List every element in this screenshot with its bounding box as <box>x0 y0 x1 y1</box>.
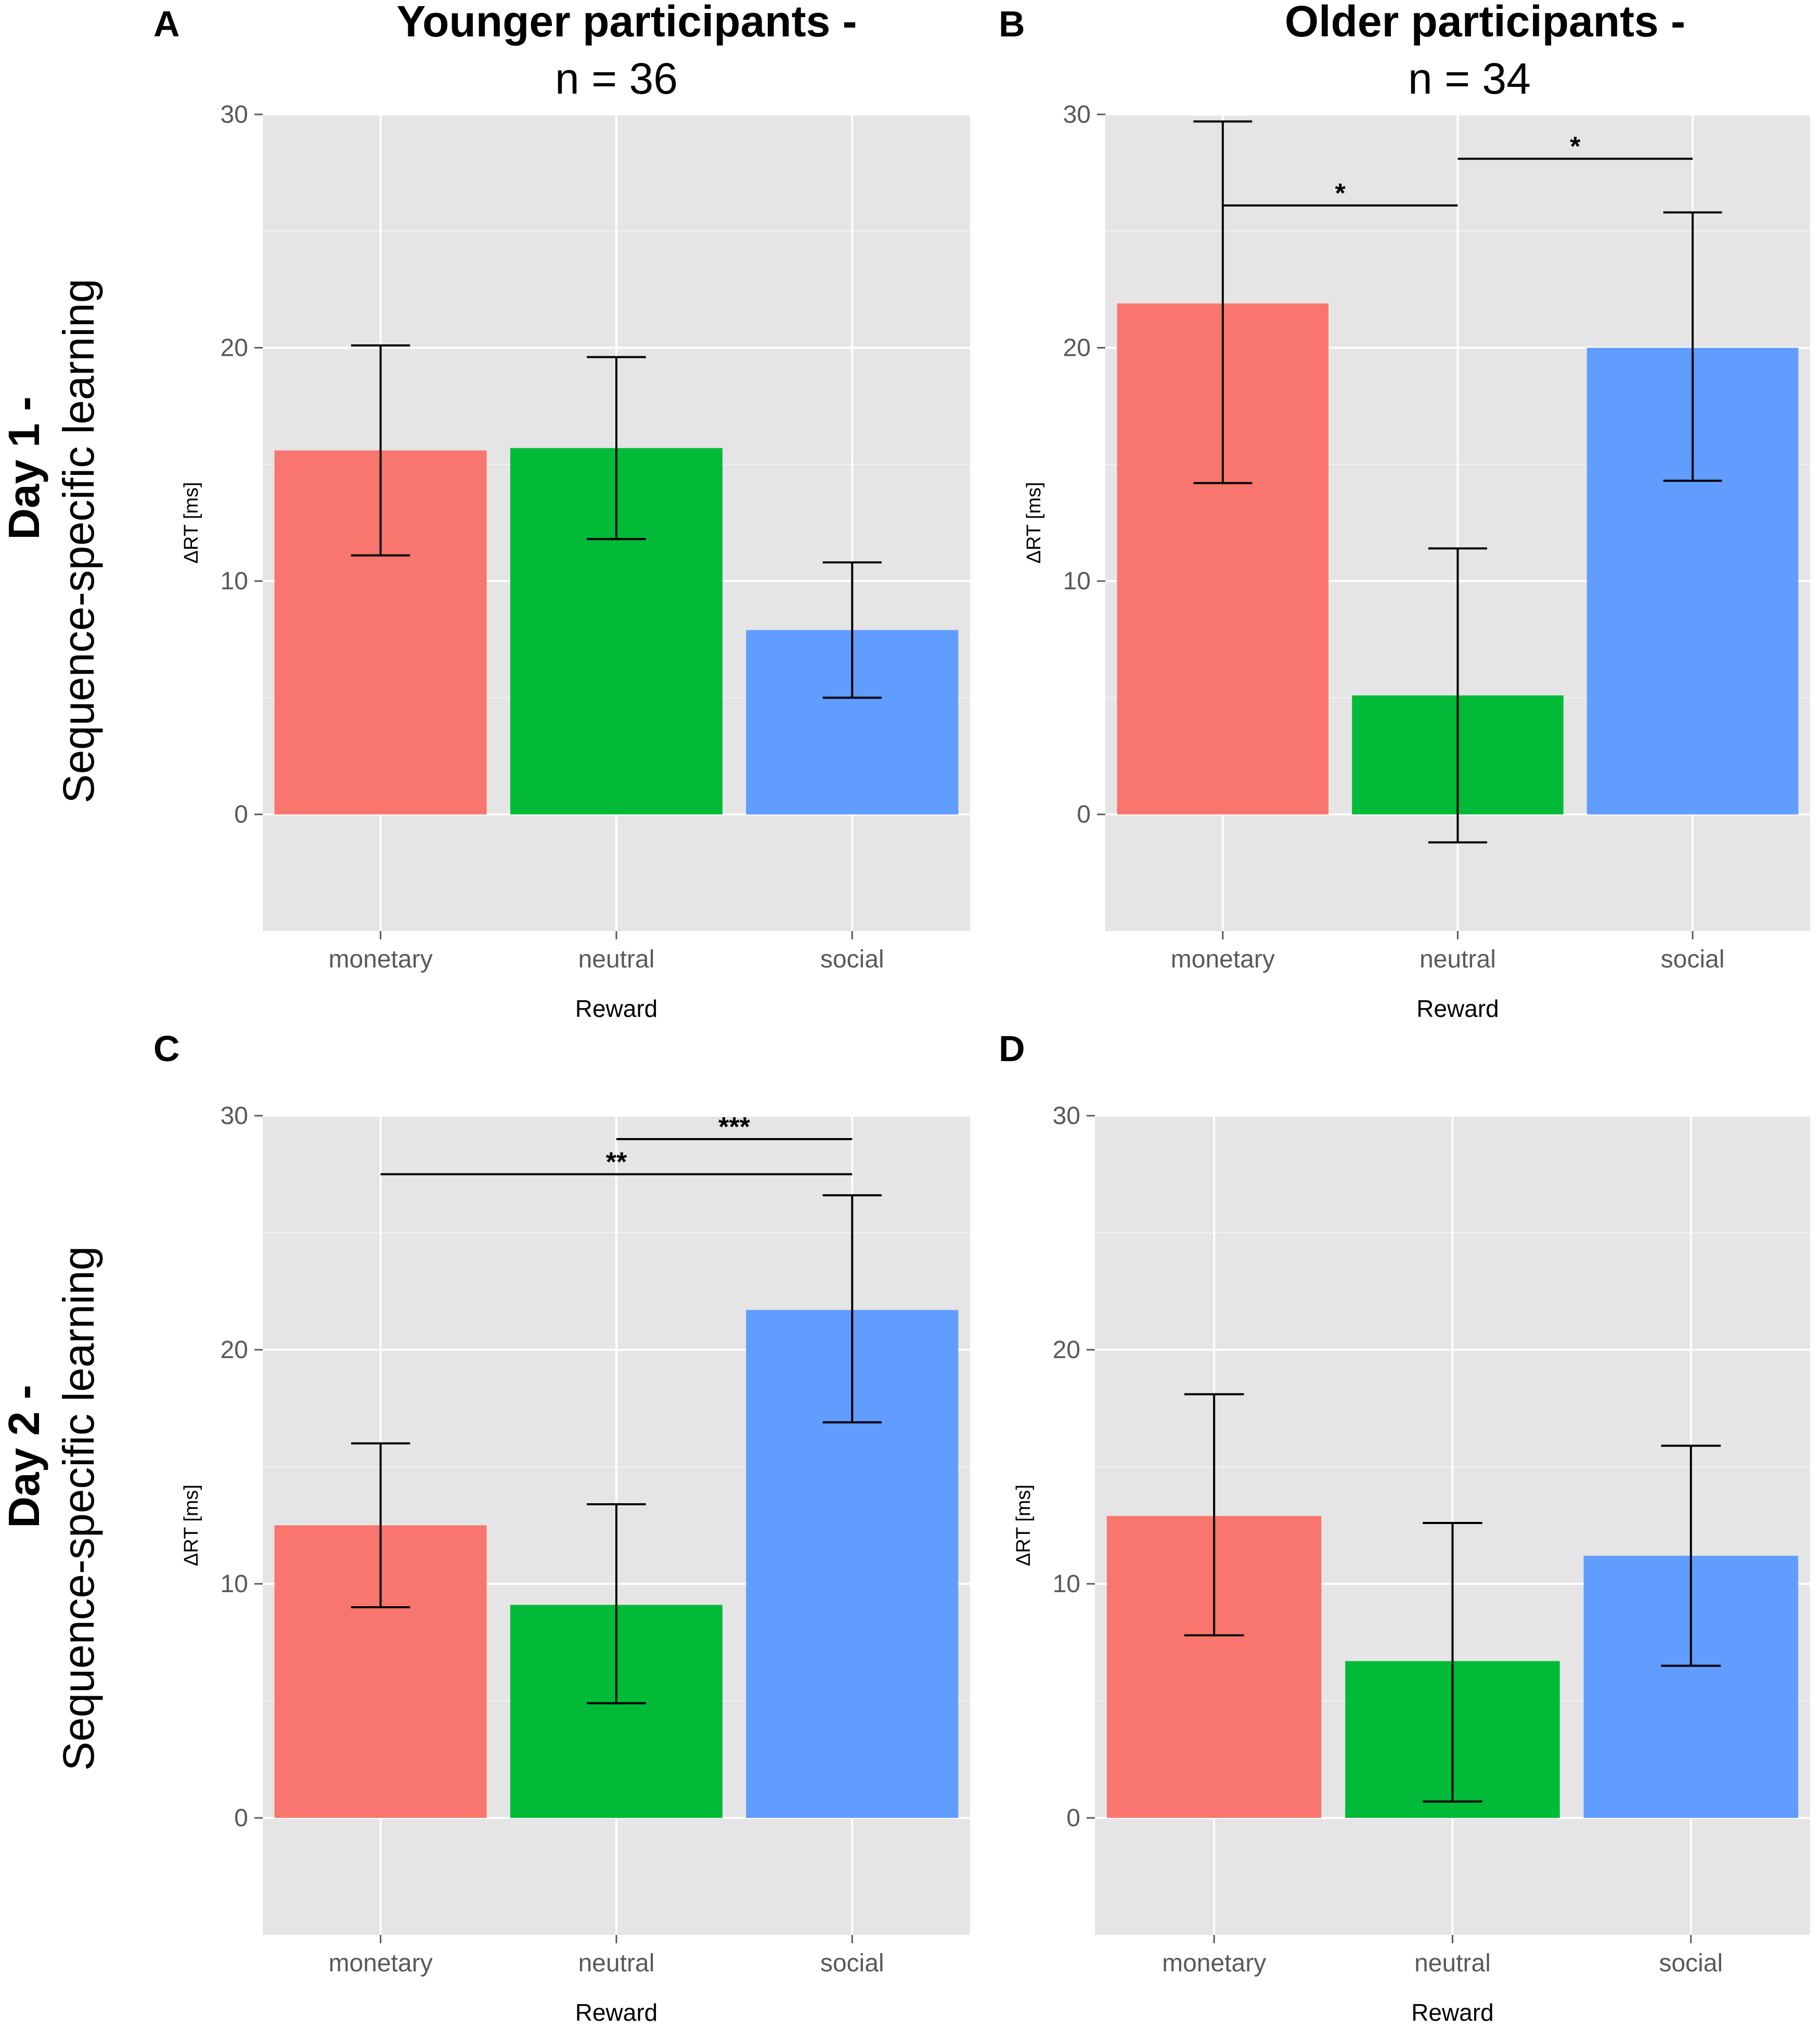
y-tick-label: 10 <box>1053 1570 1080 1598</box>
errorbar-neutral <box>587 1503 646 1705</box>
row-subtitle-day2: Sequence-specific learning <box>54 1246 103 1771</box>
x-axis-title: Reward <box>575 995 658 1022</box>
y-tick-label: 20 <box>1053 1336 1080 1364</box>
panel-D: D 0 10 20 30 monetary neutral social Reward ΔRT [… <box>999 1028 1810 2026</box>
significance-label: *** <box>718 1112 750 1142</box>
panel-letter: B <box>999 4 1025 44</box>
significance-label: ** <box>606 1147 627 1178</box>
significance-label: * <box>1335 178 1346 209</box>
row-subtitle-day1: Sequence-specific learning <box>54 279 103 804</box>
x-axis-title: Reward <box>575 1999 658 2026</box>
x-tick-label: neutral <box>1419 946 1496 973</box>
panel-letter: C <box>153 1028 180 1069</box>
x-tick-label: monetary <box>1171 946 1275 973</box>
y-tick-label: 0 <box>234 1804 248 1832</box>
errorbar-monetary <box>1193 120 1253 484</box>
y-axis-title: ΔRT [ms] <box>180 1484 202 1566</box>
errorbar-monetary <box>351 1442 410 1608</box>
x-tick-label: social <box>1659 1949 1723 1977</box>
panel-B: B * * 0 10 20 30 monetary neutral social Reward ΔRT… <box>999 4 1810 1022</box>
y-axis-title: ΔRT [ms] <box>1023 482 1045 564</box>
x-tick-label: social <box>820 946 884 973</box>
row-title-day1: Day 1 - <box>0 396 48 539</box>
col-subtitle-younger: n = 36 <box>555 54 678 103</box>
errorbar-monetary <box>351 344 410 557</box>
y-tick-label: 20 <box>221 1336 248 1364</box>
y-tick-label: 10 <box>1063 567 1091 595</box>
row-title-day2: Day 2 - <box>0 1385 48 1528</box>
y-tick-label: 0 <box>1066 1804 1080 1832</box>
col-title-younger: Younger participants - <box>396 0 857 46</box>
y-axis-title: ΔRT [ms] <box>1013 1484 1035 1566</box>
y-tick-label: 30 <box>221 1102 248 1130</box>
errorbar-neutral <box>1428 547 1487 844</box>
y-tick-label: 20 <box>1063 334 1091 362</box>
y-tick-label: 30 <box>1063 101 1091 128</box>
y-tick-label: 30 <box>1053 1102 1080 1130</box>
y-tick-label: 30 <box>221 101 248 128</box>
y-tick-label: 10 <box>221 1570 248 1598</box>
errorbar-neutral <box>1423 1522 1482 1803</box>
x-tick-label: monetary <box>329 1949 433 1977</box>
errorbar-social <box>822 1194 882 1424</box>
y-axis-title: ΔRT [ms] <box>180 482 202 564</box>
errorbar-social <box>822 561 882 699</box>
errorbar-social <box>1661 1444 1721 1667</box>
x-tick-label: neutral <box>578 946 655 973</box>
panel-A: A 0 10 20 30 monetary neutral social Reward ΔRT [… <box>153 4 970 1022</box>
errorbar-social <box>1663 211 1722 482</box>
x-axis-title: Reward <box>1411 1999 1494 2026</box>
x-tick-label: neutral <box>578 1949 655 1977</box>
y-tick-label: 10 <box>221 567 248 595</box>
col-title-older: Older participants - <box>1285 0 1685 46</box>
x-axis-title: Reward <box>1416 995 1499 1022</box>
panel-letter: A <box>153 4 180 44</box>
panel-letter: D <box>999 1028 1025 1069</box>
x-tick-label: neutral <box>1414 1949 1491 1977</box>
errorbar-neutral <box>587 356 646 540</box>
x-tick-label: monetary <box>329 946 433 973</box>
errorbar-monetary <box>1184 1393 1244 1636</box>
x-tick-label: monetary <box>1162 1949 1266 1977</box>
significance-label: * <box>1570 132 1581 162</box>
y-tick-label: 0 <box>234 801 248 829</box>
y-tick-label: 20 <box>221 334 248 362</box>
col-subtitle-older: n = 34 <box>1408 54 1531 103</box>
x-tick-label: social <box>820 1949 884 1977</box>
y-tick-label: 0 <box>1077 801 1091 829</box>
x-tick-label: social <box>1661 946 1725 973</box>
